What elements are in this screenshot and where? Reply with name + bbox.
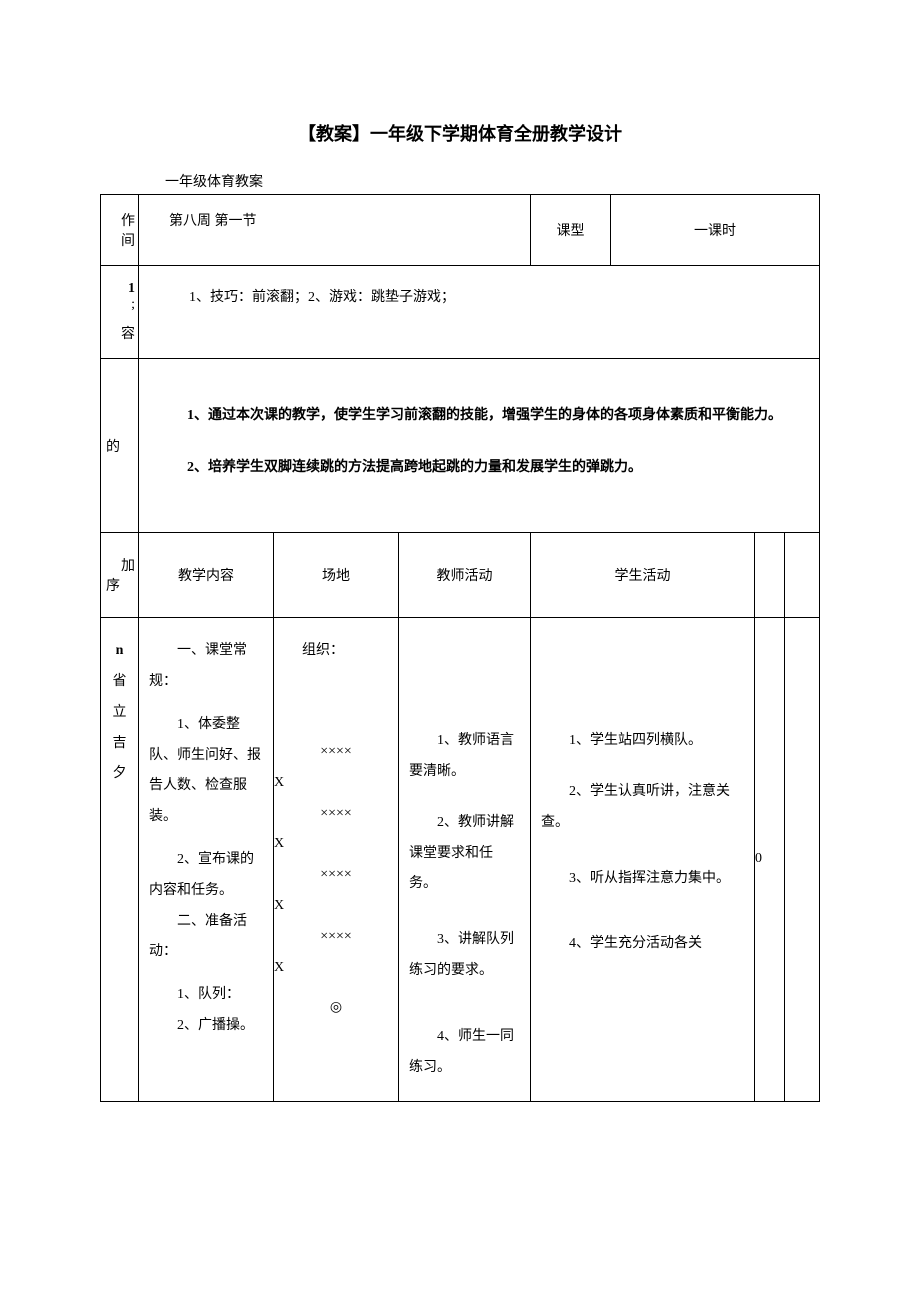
header-row: 作间 第八周 第一节 课型 一课时: [101, 195, 820, 266]
student-activity-cell: 1、学生站四列横队。 2、学生认真听讲，注意关查。 3、听从指挥注意力集中。 4…: [531, 618, 755, 1102]
goals-label: 的: [101, 359, 139, 533]
content-row: 1 ; 容 1、技巧：前滚翻；2、游戏：跳垫子游戏；: [101, 266, 820, 359]
tc-item3: 1、队列：: [149, 980, 263, 1011]
venue-xsingle4: X: [274, 953, 398, 984]
goals-content: 1、通过本次课的教学，使学生学习前滚翻的技能，增强学生的身体的各项身体素质和平衡…: [139, 359, 820, 533]
content-label-text: 1: [104, 281, 135, 297]
narrow-col-1: [755, 533, 785, 618]
page-title: 【教案】一年级下学期体育全册教学设计: [100, 120, 820, 146]
time-label: 作间: [101, 195, 139, 266]
sequence-header: 加 序: [101, 533, 139, 618]
venue-xrow1: ××××: [274, 737, 398, 768]
content-label-text2: ;: [104, 297, 135, 313]
tc-item4: 2、广播操。: [149, 1011, 263, 1042]
narrow-cell-2: [785, 618, 820, 1102]
venue-org-label: 组织：: [274, 636, 398, 667]
phase-label-text4: 吉: [113, 736, 127, 751]
content-text-value: 1、技巧：前滚翻；2、游戏：跳垫子游戏；: [159, 290, 455, 305]
venue-xsingle3: X: [274, 891, 398, 922]
section1-title: 一、课堂常规：: [149, 636, 263, 698]
student-s2: 2、学生认真听讲，注意关查。: [541, 777, 744, 839]
main-content-row: n 省 立 吉 夕 一、课堂常规： 1、体委整队、师生问好、报告人数、检查服装。…: [101, 618, 820, 1102]
teach-content-header: 教学内容: [139, 533, 274, 618]
lesson-plan-table: 作间 第八周 第一节 课型 一课时 1 ; 容 1、技巧：前滚翻；2、游戏：跳垫…: [100, 194, 820, 1102]
content-label-text3: 容: [104, 323, 135, 343]
narrow-cell-1: 0: [755, 618, 785, 1102]
venue-xsingle2: X: [274, 829, 398, 860]
teacher-activity-header: 教师活动: [399, 533, 531, 618]
time-label-text: 作间: [121, 214, 135, 249]
goals-row: 的 1、通过本次课的教学，使学生学习前滚翻的技能，增强学生的身体的各项身体素质和…: [101, 359, 820, 533]
teacher-t1: 1、教师语言要清晰。: [409, 726, 520, 788]
student-s3: 3、听从指挥注意力集中。: [541, 864, 744, 895]
student-s4: 4、学生充分活动各关: [541, 929, 744, 960]
narrow-col-2: [785, 533, 820, 618]
week-section-text: 第八周 第一节: [149, 214, 257, 229]
content-label: 1 ; 容: [101, 266, 139, 359]
student-activity-header: 学生活动: [531, 533, 755, 618]
phase-label-text: n: [116, 643, 124, 658]
goal-1: 1、通过本次课的教学，使学生学习前滚翻的技能，增强学生的身体的各项身体素质和平衡…: [159, 399, 799, 433]
teaching-content-cell: 一、课堂常规： 1、体委整队、师生问好、报告人数、检查服装。 2、宣布课的内容和…: [139, 618, 274, 1102]
phase-label-text5: 夕: [113, 766, 127, 781]
sequence-header-text1: 加: [121, 559, 135, 574]
teacher-activity-cell: 1、教师语言要清晰。 2、教师讲解课堂要求和任务。 3、讲解队列练习的要求。 4…: [399, 618, 531, 1102]
sequence-header-text2: 序: [106, 575, 135, 595]
teacher-t3: 3、讲解队列练习的要求。: [409, 925, 520, 987]
column-header-row: 加 序 教学内容 场地 教师活动 学生活动: [101, 533, 820, 618]
section2-title: 二、准备活动：: [149, 907, 263, 969]
tc-item2: 2、宣布课的内容和任务。: [149, 845, 263, 907]
venue-xsingle1: X: [274, 768, 398, 799]
venue-cell: 组织： ×××× X ×××× X ×××× X ×××× X ◎: [274, 618, 399, 1102]
venue-circle: ◎: [274, 993, 398, 1024]
narrow-value: 0: [755, 851, 762, 866]
course-type-value: 一课时: [611, 195, 820, 266]
phase-label-text2: 省: [113, 674, 127, 689]
venue-xrow2: ××××: [274, 799, 398, 830]
phase-label: n 省 立 吉 夕: [101, 618, 139, 1102]
course-type-label: 课型: [531, 195, 611, 266]
student-s1: 1、学生站四列横队。: [541, 726, 744, 757]
venue-header: 场地: [274, 533, 399, 618]
week-section: 第八周 第一节: [139, 195, 531, 266]
subtitle: 一年级体育教案: [165, 171, 820, 191]
venue-xrow4: ××××: [274, 922, 398, 953]
tc-item1: 1、体委整队、师生问好、报告人数、检查服装。: [149, 710, 263, 833]
content-text: 1、技巧：前滚翻；2、游戏：跳垫子游戏；: [139, 266, 820, 359]
teacher-t4: 4、师生一同练习。: [409, 1022, 520, 1084]
phase-label-text3: 立: [113, 705, 127, 720]
teacher-t2: 2、教师讲解课堂要求和任务。: [409, 808, 520, 900]
goal-2: 2、培养学生双脚连续跳的方法提高跨地起跳的力量和发展学生的弹跳力。: [159, 451, 799, 485]
venue-xrow3: ××××: [274, 860, 398, 891]
